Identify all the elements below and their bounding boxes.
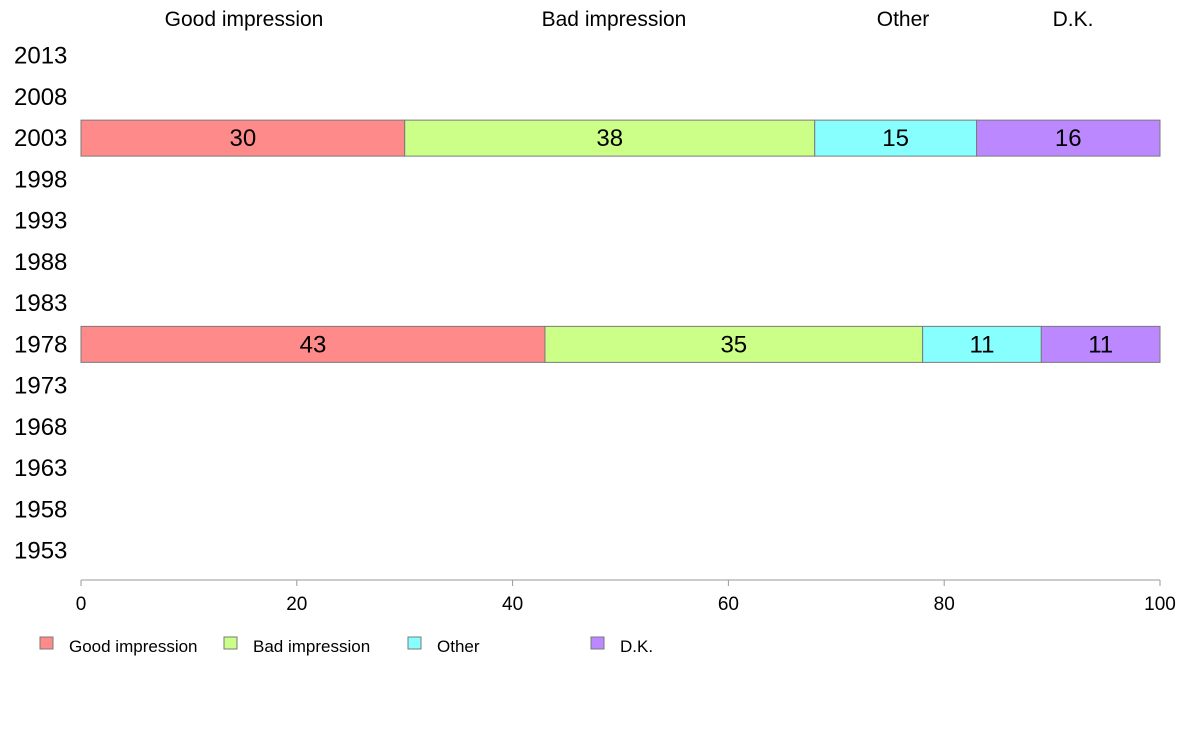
bar-segment	[404, 119, 816, 157]
bar-segment	[544, 325, 924, 363]
legend-entry: Other	[437, 637, 480, 656]
legend-entry: Good impression	[69, 637, 198, 656]
column-header: Other	[877, 8, 930, 31]
x-tick-label: 60	[718, 594, 739, 615]
bar-segment	[922, 325, 1042, 363]
bar-segment	[976, 119, 1161, 157]
bar-segment	[80, 325, 546, 363]
bar-segment	[814, 119, 978, 157]
data-label: 15	[882, 125, 909, 152]
y-tick-label: 1978	[14, 331, 67, 358]
column-header: D.K.	[1053, 8, 1094, 31]
bar-segment	[80, 119, 406, 157]
y-tick-label: 1983	[14, 290, 67, 317]
data-label: 30	[229, 125, 256, 152]
data-label: 38	[596, 125, 623, 152]
legend-entry: Bad impression	[253, 637, 370, 656]
data-label: 11	[1088, 331, 1113, 358]
x-tick-label: 80	[934, 594, 955, 615]
y-tick-label: 1998	[14, 166, 67, 193]
bar-segment	[1040, 325, 1161, 363]
legend-swatch	[39, 636, 54, 650]
column-header: Bad impression	[542, 8, 687, 31]
data-label: 11	[970, 331, 995, 358]
data-label: 35	[720, 331, 747, 358]
y-tick-label: 1988	[14, 249, 67, 276]
legend-entry: D.K.	[620, 637, 653, 656]
y-tick-label: 2013	[14, 43, 67, 70]
y-tick-label: 1993	[14, 208, 67, 235]
data-label: 43	[300, 331, 327, 358]
x-tick-label: 20	[286, 594, 307, 615]
data-label: 16	[1055, 125, 1082, 152]
x-tick-label: 100	[1144, 594, 1176, 615]
legend-swatch	[407, 636, 422, 650]
y-tick-label: 2008	[14, 84, 67, 111]
x-tick-label: 0	[76, 594, 87, 615]
legend-swatch	[223, 636, 238, 650]
y-tick-label: 1963	[14, 455, 67, 482]
y-tick-label: 1958	[14, 496, 67, 523]
x-tick-label: 40	[502, 594, 523, 615]
y-tick-label: 1973	[14, 373, 67, 400]
y-tick-label: 1968	[14, 414, 67, 441]
column-header: Good impression	[165, 8, 324, 31]
legend-swatch	[590, 636, 605, 650]
y-tick-label: 2003	[14, 125, 67, 152]
y-tick-label: 1953	[14, 538, 67, 565]
